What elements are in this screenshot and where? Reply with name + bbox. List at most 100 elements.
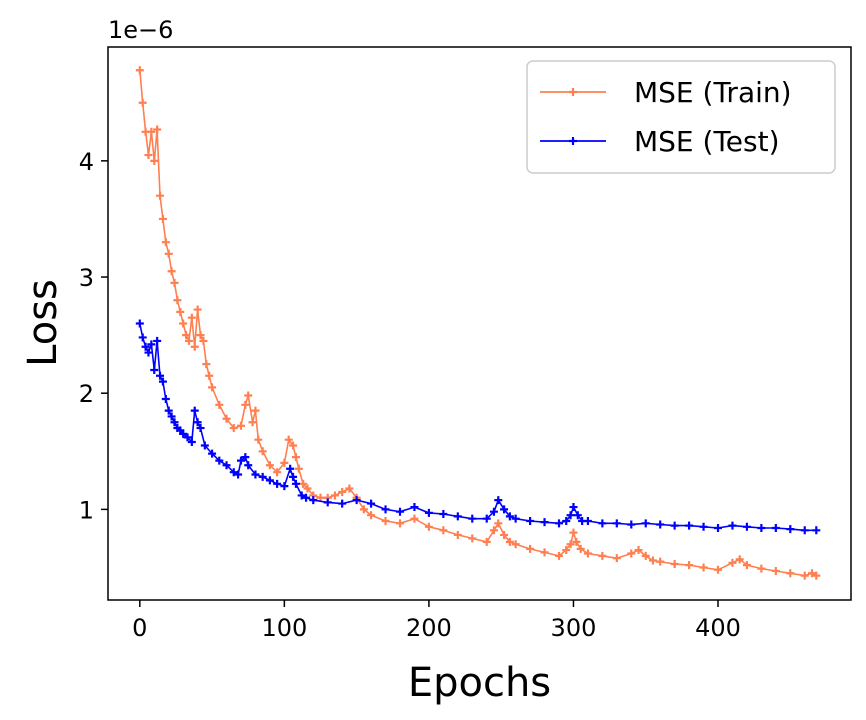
data-point [641,551,650,560]
series-train [135,66,821,580]
data-point [583,549,592,558]
data-point [439,526,448,535]
data-point [170,418,179,427]
data-point [573,511,582,520]
data-point [345,484,354,493]
data-point [173,296,182,305]
data-point [258,447,267,456]
data-point [184,336,193,345]
data-point [598,551,607,560]
data-point [757,564,766,573]
data-point [144,151,153,160]
data-point [627,549,636,558]
data-point [807,569,816,578]
data-point [236,456,245,465]
data-point [199,336,208,345]
data-point [156,371,165,380]
data-point [572,537,581,546]
data-point [505,537,514,546]
data-point [540,548,549,557]
data-point [147,340,156,349]
data-point [254,435,263,444]
data-point [161,395,170,404]
data-point [381,505,390,514]
data-point [627,520,636,529]
data-point [208,449,217,458]
data-point [453,512,462,521]
data-point [699,563,708,572]
y-tick-label: 3 [79,264,94,292]
data-point [735,555,744,564]
data-point [395,507,404,516]
data-point [757,523,766,532]
data-point [482,537,491,546]
data-point [562,517,571,525]
y-tick-label: 2 [79,380,94,408]
data-point [167,412,176,421]
data-point [187,313,196,322]
data-point [236,421,245,430]
data-point [286,464,295,473]
data-point [566,511,575,520]
data-point [158,214,167,223]
data-point [500,530,509,539]
legend-item: MSE (Train) [540,76,792,109]
data-point [170,278,179,287]
data-point [395,519,404,528]
data-point [489,507,498,516]
y-axis: 1 2 3 4 [79,148,108,524]
y-tick-label: 1 [79,496,94,524]
data-point [359,505,368,514]
data-point [338,499,347,508]
data-point [273,468,282,477]
data-point [150,365,159,374]
data-point [303,484,312,493]
x-tick-label: 0 [132,614,147,642]
data-point [800,571,809,580]
data-point [566,540,575,549]
data-point [800,526,809,535]
data-point [728,558,737,567]
data-point [241,453,250,462]
legend: MSE (Train) MSE (Test) [526,60,836,174]
data-point [196,331,205,340]
data-point [352,496,361,505]
data-point [141,342,150,351]
data-point [251,470,260,479]
data-point [634,546,643,555]
data-point [284,435,293,444]
data-point [612,554,621,563]
data-point [648,556,657,565]
data-point [215,456,224,465]
data-point [540,518,549,527]
data-point [280,458,289,467]
data-point [202,360,211,369]
data-point [222,414,231,423]
x-axis-label: Epochs [408,660,551,706]
data-point [234,470,243,479]
data-point [291,453,300,462]
data-point [196,424,205,433]
data-point [381,517,390,525]
data-point [771,523,780,532]
data-point [200,441,209,450]
data-point [812,571,821,580]
data-point [153,336,162,345]
data-point [208,383,217,392]
data-point [248,418,257,427]
data-point [179,319,188,328]
data-point [562,546,571,555]
data-point [150,156,159,165]
data-point [728,521,737,530]
plot-frame [107,46,852,601]
data-point [505,512,514,521]
data-point [714,523,723,532]
data-point [289,441,298,450]
legend-marker [569,88,577,96]
data-point [526,544,535,553]
data-point [289,472,298,481]
data-point [158,377,167,386]
data-point [656,557,665,566]
data-point [179,429,188,438]
